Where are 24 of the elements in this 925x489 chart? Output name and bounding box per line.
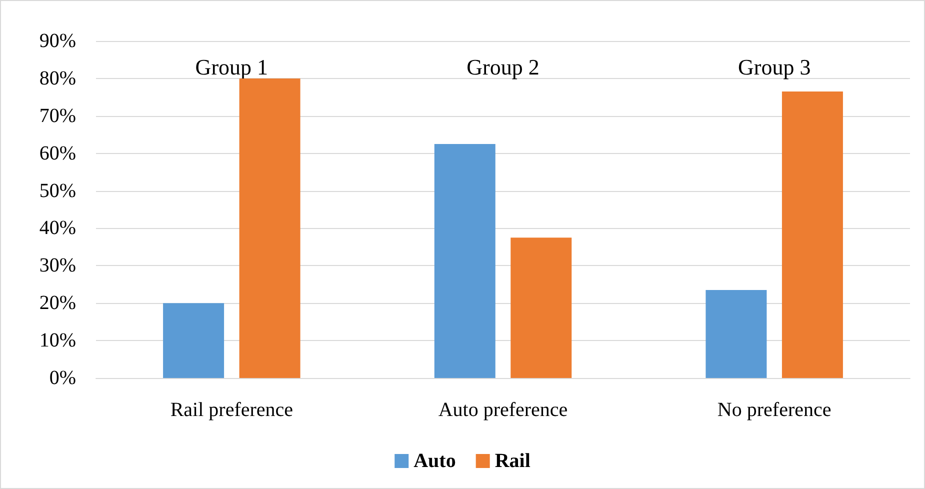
legend-label: Auto [414,450,456,472]
annotation: Group 1 [195,54,268,80]
y-tick-label: 70% [39,104,76,127]
bar [706,290,767,378]
y-tick-label: 90% [39,30,76,52]
bar [163,303,224,378]
legend-label: Rail [494,450,531,472]
bar [239,78,300,378]
x-tick-label: Auto preference [438,399,568,421]
x-tick-label: Rail preference [170,399,294,421]
y-tick-label: 20% [39,292,76,314]
y-tick-label: 0% [49,367,76,389]
bar [782,92,843,378]
y-tick-label: 30% [39,254,76,277]
y-tick-label: 10% [39,330,76,352]
y-tick-label: 50% [39,180,76,202]
y-tick-label: 80% [39,67,76,90]
annotation: Group 2 [466,54,540,80]
y-tick-label: 60% [39,142,76,164]
bar [510,238,572,378]
y-tick-label: 40% [39,217,76,240]
x-tick-label: No preference [717,399,832,421]
annotation: Group 3 [738,54,811,80]
bar [434,144,496,378]
